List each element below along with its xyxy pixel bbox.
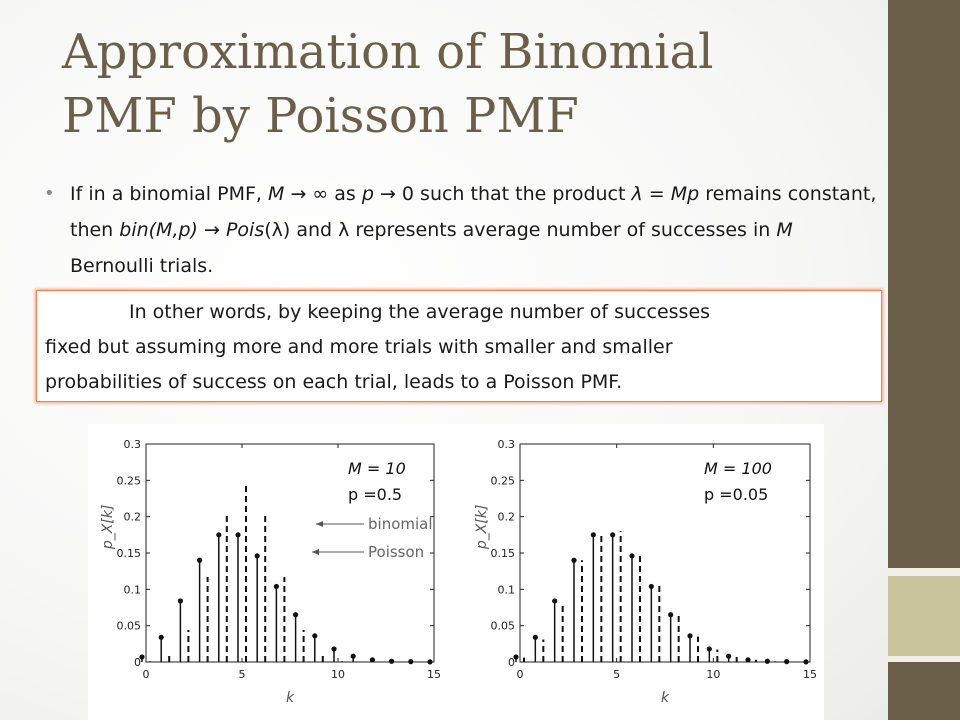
poisson-point [197,557,203,563]
y-tick-label: 0.05 [491,620,516,633]
poisson-point [784,659,790,665]
bullet-pois: Pois [225,219,265,241]
binomial-annotation: binomial [368,515,433,533]
poisson-point [610,532,616,538]
poisson-point [389,658,395,664]
x-tick-label: 0 [143,668,150,681]
bullet-lambda-eq: λ = Mp [631,183,700,205]
param-p-label: p =0.5 [348,485,402,504]
poisson-point [235,532,241,538]
poisson-point [764,658,770,664]
y-tick-label: 0 [508,656,515,669]
poisson-point [139,654,145,660]
x-tick-label: 5 [613,668,620,681]
y-tick-label: 0.1 [498,583,516,596]
poisson-point [158,634,164,640]
y-tick-label: 0.15 [491,547,516,560]
x-tick-label: 5 [239,668,246,681]
bullet-text-part: → [197,219,226,241]
bullet-icon: • [44,183,55,204]
poisson-point [726,653,732,659]
bullet-point: • If in a binomial PMF, M → ∞ as p → 0 s… [44,176,880,284]
callout-line-1: In other words, by keeping the average n… [45,295,873,330]
poisson-point [427,659,433,665]
param-M-label: M = 10 [348,459,406,478]
x-tick-label: 10 [706,668,720,681]
y-tick-label: 0.25 [491,474,516,487]
poisson-point [293,612,299,618]
bullet-text-part: (λ) and λ represents average number of s… [264,219,777,241]
poisson-point [648,583,654,590]
x-tick-label: 15 [803,668,817,681]
param-p-label: p =0.05 [704,485,768,504]
poisson-point [350,653,356,659]
poisson-point [312,633,318,639]
poisson-point [803,659,809,665]
x-tick-label: 15 [427,668,441,681]
bullet-var-M: M [776,219,793,241]
sidebar-divider-2 [888,656,960,662]
x-tick-label: 10 [331,668,345,681]
poisson-point [513,654,519,660]
bullet-text-part: → ∞ as [284,183,362,205]
x-axis-label: k [286,690,295,706]
poisson-annotation: Poisson [368,543,424,561]
poisson-point [629,553,635,559]
y-axis-label: p_X[k] [474,505,490,551]
title-line-1: Approximation of Binomial [62,24,714,80]
bullet-text-part: Bernoulli trials. [70,255,214,277]
poisson-point [552,598,558,604]
y-axis-label: p_X[k] [100,505,116,551]
poisson-point [687,633,693,639]
y-tick-label: 0.15 [117,547,142,560]
poisson-point [331,646,337,652]
poisson-point [571,557,577,563]
chart-panel-2: 0 0.05 0.1 0.15 0.2 0.25 0.3 0 5 10 15 k p_X[k] M = 1… [474,438,817,706]
sidebar-accent [888,576,960,656]
param-M-label: M = 100 [704,459,772,478]
chart-panel-1: 0 0.05 0.1 0.15 0.2 0.25 0.3 0 5 10 15 k p_X[k] M = 1… [100,438,441,706]
poisson-point [590,532,596,538]
poisson-point [273,583,279,590]
poisson-point [408,659,414,665]
arrow-head-icon [312,549,319,555]
y-tick-label: 0.2 [124,511,142,524]
y-tick-label: 0.05 [117,620,142,633]
slide-title: Approximation of Binomial PMF by Poisson… [62,20,862,148]
bullet-text: If in a binomial PMF, M → ∞ as p → 0 suc… [70,176,880,284]
callout-box: In other words, by keeping the average n… [36,290,882,402]
arrow-head-icon [316,521,323,527]
y-tick-label: 0 [134,656,141,669]
title-line-2: PMF by Poisson PMF [62,88,579,144]
y-tick-label: 0.2 [498,511,516,524]
bullet-text-part: If in a binomial PMF, [70,183,268,205]
poisson-point [668,612,674,618]
poisson-point [177,598,183,604]
bullet-var-p: p [361,183,374,205]
callout-text: In other words, by keeping the average n… [129,301,711,323]
charts-figure: 0 0.05 0.1 0.15 0.2 0.25 0.3 0 5 10 15 k p_X[k] M = 1… [88,424,824,720]
x-tick-label: 0 [517,668,524,681]
bullet-text-part: → 0 such that the product [373,183,632,205]
poisson-point [745,657,751,663]
bullet-text-part: remains constant, then [70,183,877,241]
sidebar-divider [888,568,960,576]
callout-line-3: probabilities of success on each trial, … [45,371,623,393]
x-axis-label: k [661,690,670,706]
poisson-point [254,553,260,559]
y-tick-label: 0.1 [124,583,142,596]
y-tick-label: 0.25 [117,474,142,487]
y-tick-label: 0.3 [124,438,142,451]
bullet-bin: bin(M,p) [119,219,198,241]
poisson-point [216,532,222,538]
poisson-point [532,634,538,640]
poisson-point [369,657,375,663]
callout-line-2: fixed but assuming more and more trials … [45,336,673,358]
bullet-var-M: M [268,183,285,205]
y-tick-label: 0.3 [498,438,516,451]
poisson-point [706,646,712,652]
